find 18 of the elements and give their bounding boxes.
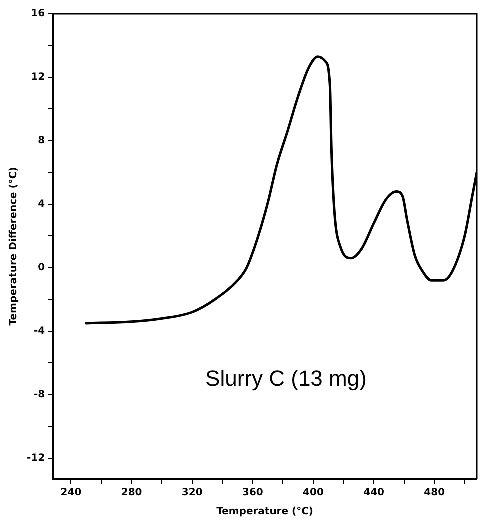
y-tick-label: 12 <box>31 72 46 84</box>
y-tick-label: 0 <box>38 262 46 274</box>
y-tick-label: 4 <box>38 199 46 210</box>
y-tick-label: -12 <box>26 452 46 464</box>
y-tick-label: 16 <box>31 8 46 20</box>
x-tick-label: 240 <box>60 488 82 499</box>
x-tick-label: 400 <box>303 488 324 499</box>
x-tick-label: 440 <box>364 488 385 499</box>
x-tick-label: 480 <box>424 488 446 499</box>
x-tick-label: 280 <box>121 488 142 499</box>
x-tick-label: 360 <box>242 488 264 499</box>
x-axis-title: Temperature (°C) <box>216 506 314 518</box>
y-tick-label: -8 <box>34 389 46 400</box>
y-axis-title: Temperature Difference (°C) <box>8 167 20 326</box>
y-tick-label: -4 <box>34 326 46 337</box>
y-tick-label: 8 <box>38 136 46 147</box>
annotation: Slurry C (13 mg) <box>206 366 367 391</box>
x-tick-label: 320 <box>182 488 203 499</box>
